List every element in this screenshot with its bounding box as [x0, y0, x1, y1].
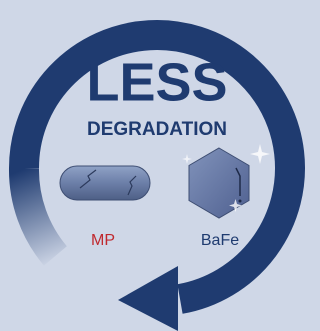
subtitle: DEGRADATION — [87, 119, 227, 140]
item-label: MP — [91, 232, 115, 249]
item-label: BaFe — [201, 232, 239, 249]
edge-mark — [239, 200, 242, 203]
title: LESS — [86, 52, 227, 112]
mp-particle — [60, 166, 150, 200]
infographic: LESS DEGRADATION MP BaFe — [0, 0, 314, 331]
